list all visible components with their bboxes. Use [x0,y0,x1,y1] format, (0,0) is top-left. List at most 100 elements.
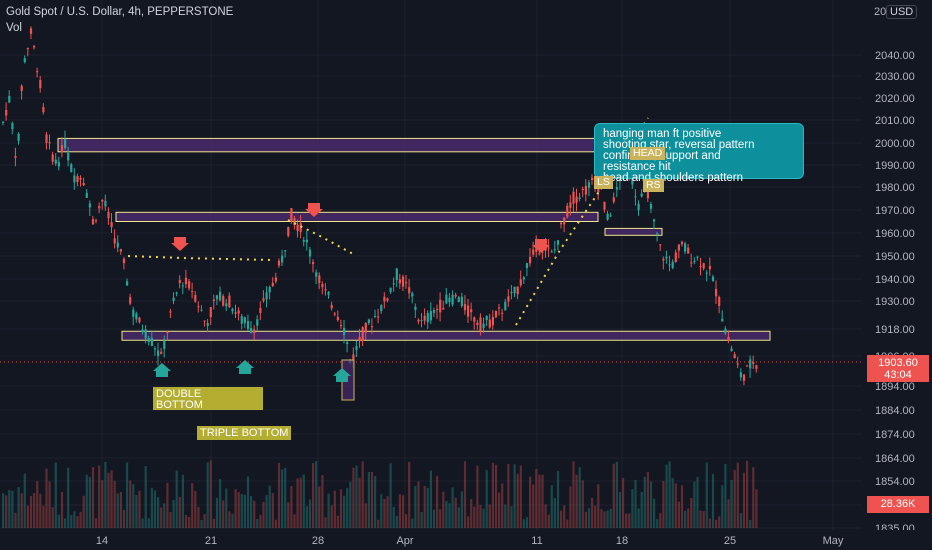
last-price: 1903.60 [878,357,918,369]
volume-bar [612,463,615,528]
candle-body [401,276,405,287]
volume-bar [498,492,501,528]
volume-bar [57,514,60,528]
volume-bar [550,485,553,528]
candle-body [708,266,711,270]
volume-bar [739,513,742,528]
neckline-dotted [127,255,273,261]
volume-bar [476,465,479,528]
candle-body [423,315,426,321]
candle-body [336,316,339,321]
uptrend-dotted [515,117,649,326]
candle-body [367,319,370,324]
candle-body [603,201,606,210]
volume-bar [374,476,377,528]
candle-body [684,243,687,252]
volume-bar [175,470,178,528]
candle-body [680,241,684,245]
volume-bar [581,480,584,528]
candle-body [389,287,392,292]
last-price-badge: 1903.60 43:04 [867,355,929,382]
volume-bar [702,511,705,528]
callout-line: head and shoulders pattern [603,172,744,184]
chart-grid [0,0,862,530]
candle-body [256,319,259,326]
candlesticks [2,26,758,386]
candle-body [284,250,287,252]
volume-bar [26,505,29,528]
pattern-callout[interactable]: hanging man ft positive shooting star, r… [594,123,804,184]
time-tick-label: 18 [616,535,628,547]
candle-body [76,176,79,182]
triple-bottom-label[interactable]: TRIPLE BOTTOM [197,426,292,440]
price-tick-label: 2030.00 [875,71,915,83]
volume-bar [132,484,135,528]
volume-bar [426,487,429,528]
head-tag[interactable]: HEAD [630,147,666,160]
candle-body [296,224,299,232]
volume-bar [212,518,215,528]
candle-body [33,46,36,48]
candle-body [2,122,5,124]
volume-bar [603,511,606,528]
candle-body [312,262,315,265]
volume-bar [188,516,191,528]
candle-body [724,328,727,334]
right-shoulder-tag[interactable]: RS [643,179,664,192]
candle-body [240,316,243,324]
candle-body [532,249,535,255]
candle-body [417,319,420,322]
volume-bar [569,486,572,528]
volume-bar [129,480,132,528]
price-tick-label: 1864.00 [875,453,915,465]
volume-bar [296,478,299,528]
candle-body [504,301,507,311]
volume-bar [665,464,668,528]
candle-body [507,296,510,302]
volume-bar [222,500,225,528]
volume-bar [107,472,110,528]
candle-body [587,182,591,188]
volume-bar [290,486,293,528]
volume-bar [197,507,200,528]
volume-bar [206,462,209,528]
candle-body [150,337,153,346]
time-tick-label: Apr [396,535,413,547]
volume-bar [42,505,45,528]
volume-bar [240,494,243,528]
candle-body [219,291,222,301]
volume-bar [364,503,367,528]
candle-body [299,223,302,233]
candle-body [225,303,228,307]
candle-body [327,291,330,295]
volume-bar [727,499,730,528]
volume-bar [318,486,321,528]
volume-bar [169,512,172,528]
candle-body [569,202,572,208]
candle-body [659,244,662,246]
candle-body [352,354,355,362]
candle-body [460,296,463,307]
time-axis[interactable]: 14 21 28 Apr 11 18 25 May [0,530,932,550]
candle-body [405,282,408,284]
left-shoulder-tag[interactable]: LS [594,176,613,189]
volume-bar [88,476,91,528]
bar-countdown: 43:04 [884,369,912,381]
volume-bar [445,500,448,528]
candle-body [736,363,739,365]
currency-button[interactable]: USD [886,5,918,19]
price-axis[interactable]: 2040.00 2030.00 2020.00 2010.00 2000.00 1990.… [862,0,932,550]
volume-bar [742,472,746,528]
volume-bar [674,483,677,528]
candle-body [339,325,343,327]
price-tick-label: 1854.00 [875,476,915,488]
volume-bar [677,501,680,528]
double-bottom-label[interactable]: DOUBLE BOTTOM [153,387,263,411]
volume-bar [494,464,498,528]
volume-bar [457,507,460,528]
volume-bar [8,490,11,528]
volume-bar [541,474,544,528]
volume-bar [70,515,73,528]
candle-body [138,317,141,323]
